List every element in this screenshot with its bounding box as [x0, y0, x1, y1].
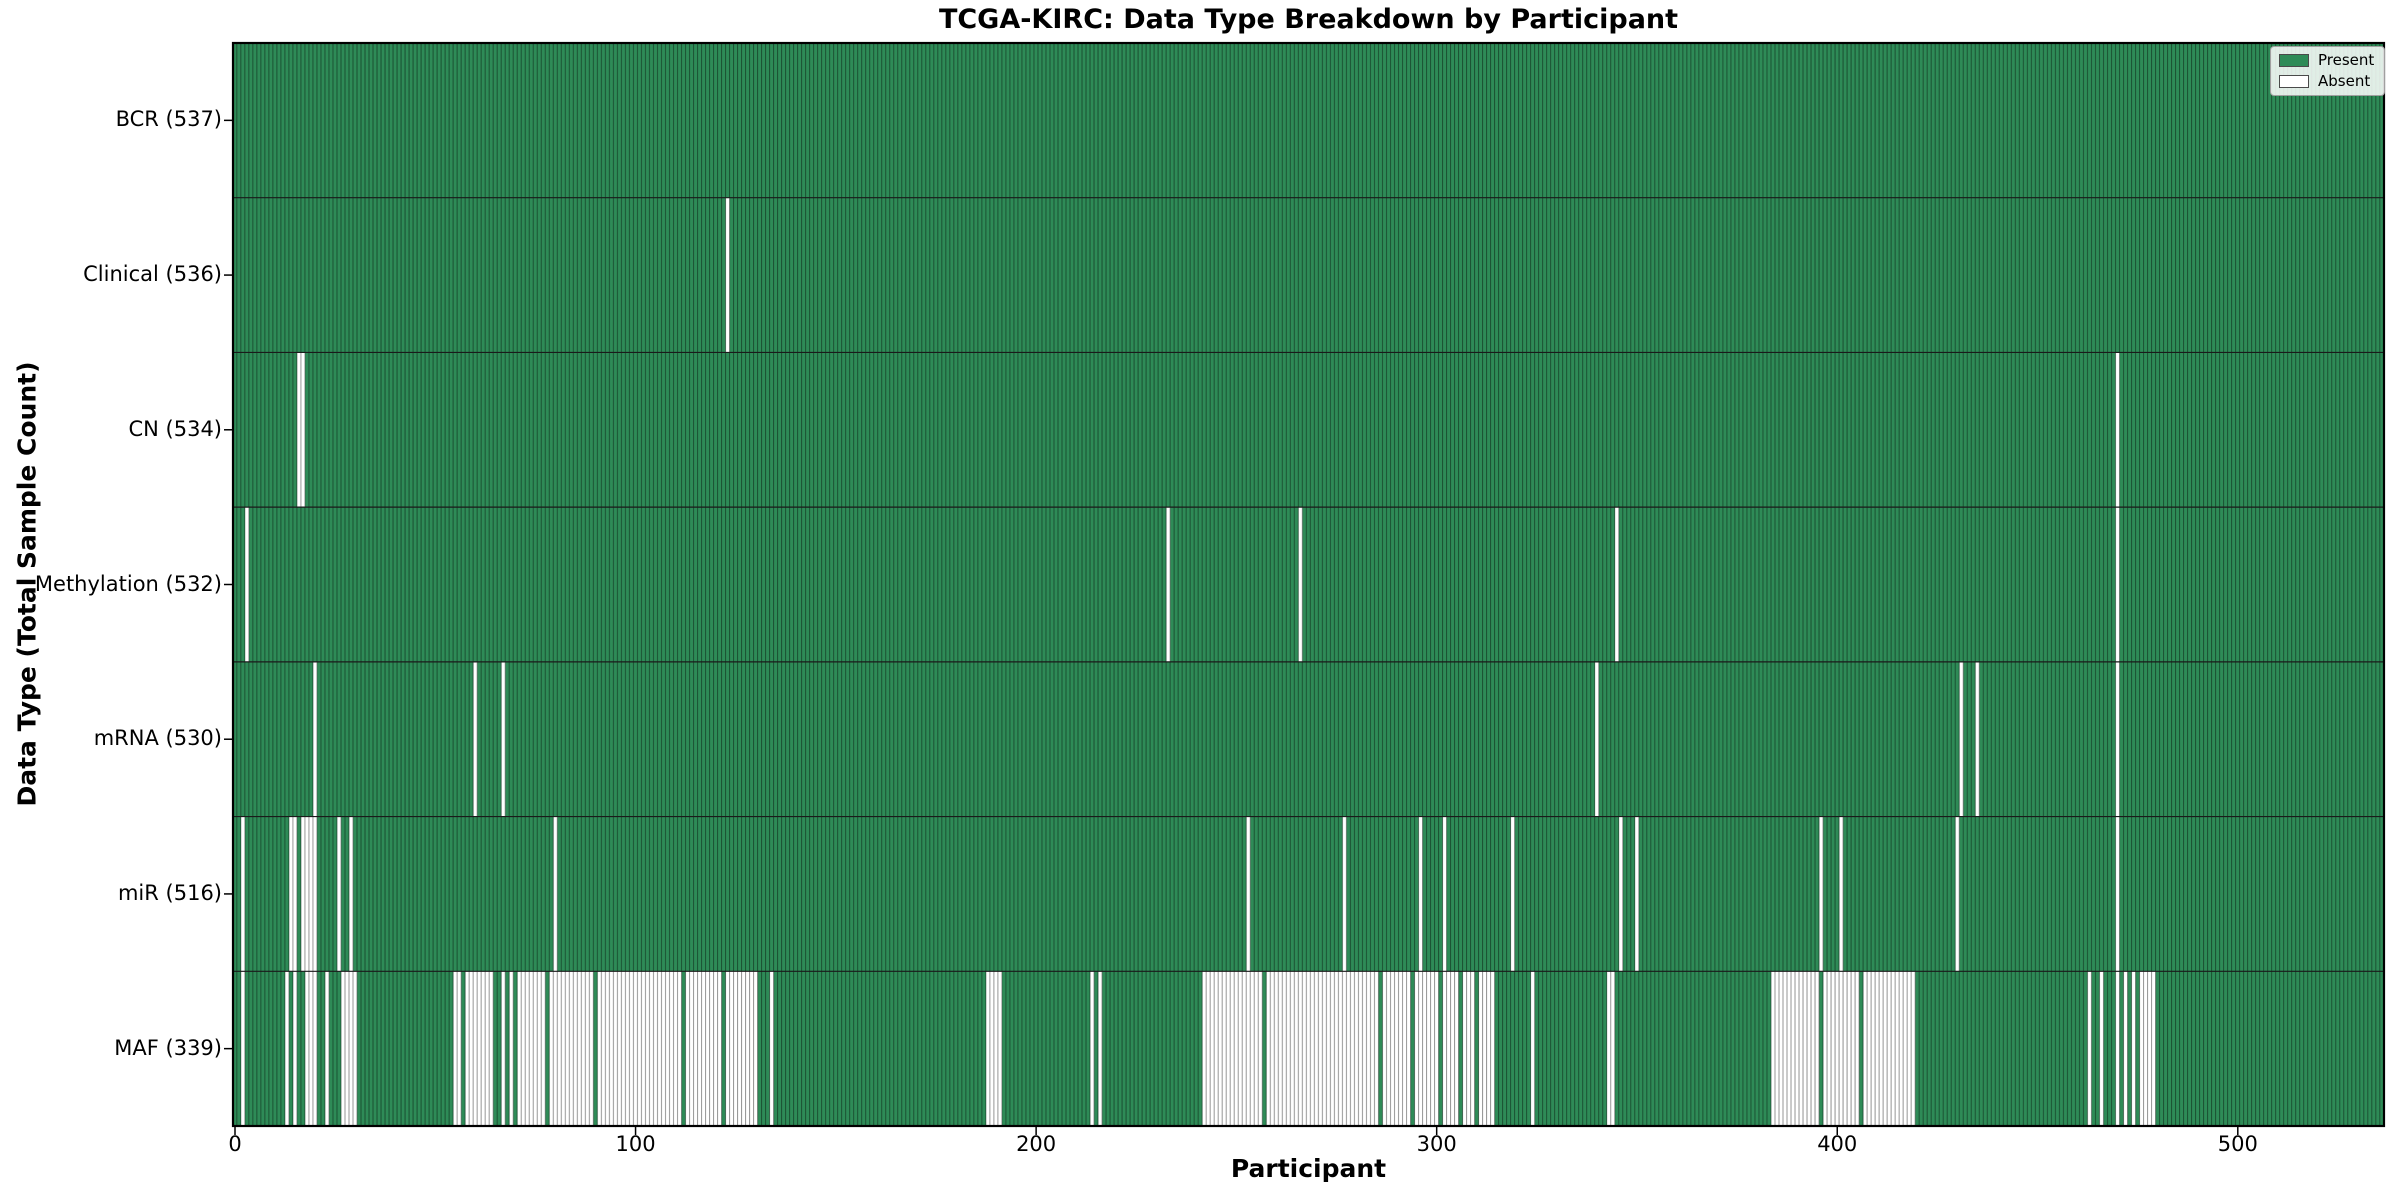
y-tick-label-CN: CN (534)	[128, 416, 222, 441]
plot-border	[231, 41, 2386, 1128]
x-tick-label-0: 0	[228, 1132, 242, 1156]
x-tick-label-100: 100	[615, 1132, 656, 1156]
y-tick-label-Clinical: Clinical (536)	[83, 262, 222, 287]
present-swatch-icon	[2279, 54, 2309, 67]
x-axis-label: Participant	[1230, 1154, 1387, 1183]
legend-label-present: Present	[2318, 51, 2375, 69]
x-tick-label-400: 400	[1817, 1132, 1858, 1156]
legend-item-absent: Absent	[2279, 74, 2374, 89]
x-tick-label-500: 500	[2217, 1132, 2258, 1156]
y-tick-label-miR: miR (516)	[117, 880, 222, 905]
cell-edges-overlay	[233, 43, 2384, 1126]
y-tick-label-MAF: MAF (339)	[114, 1035, 222, 1060]
x-tick-label-300: 300	[1416, 1132, 1457, 1156]
legend-item-present: Present	[2279, 53, 2374, 68]
y-tick-label-mRNA: mRNA (530)	[93, 726, 222, 751]
legend: Present Absent	[2270, 46, 2386, 96]
absent-swatch-icon	[2279, 75, 2309, 88]
x-tick-label-200: 200	[1016, 1132, 1057, 1156]
legend-label-absent: Absent	[2318, 72, 2371, 90]
y-tick-label-BCR: BCR (537)	[115, 107, 222, 132]
y-tick-label-Methylation: Methylation (532)	[34, 571, 222, 596]
page-title: TCGA-KIRC: Data Type Breakdown by Partic…	[938, 4, 1679, 35]
